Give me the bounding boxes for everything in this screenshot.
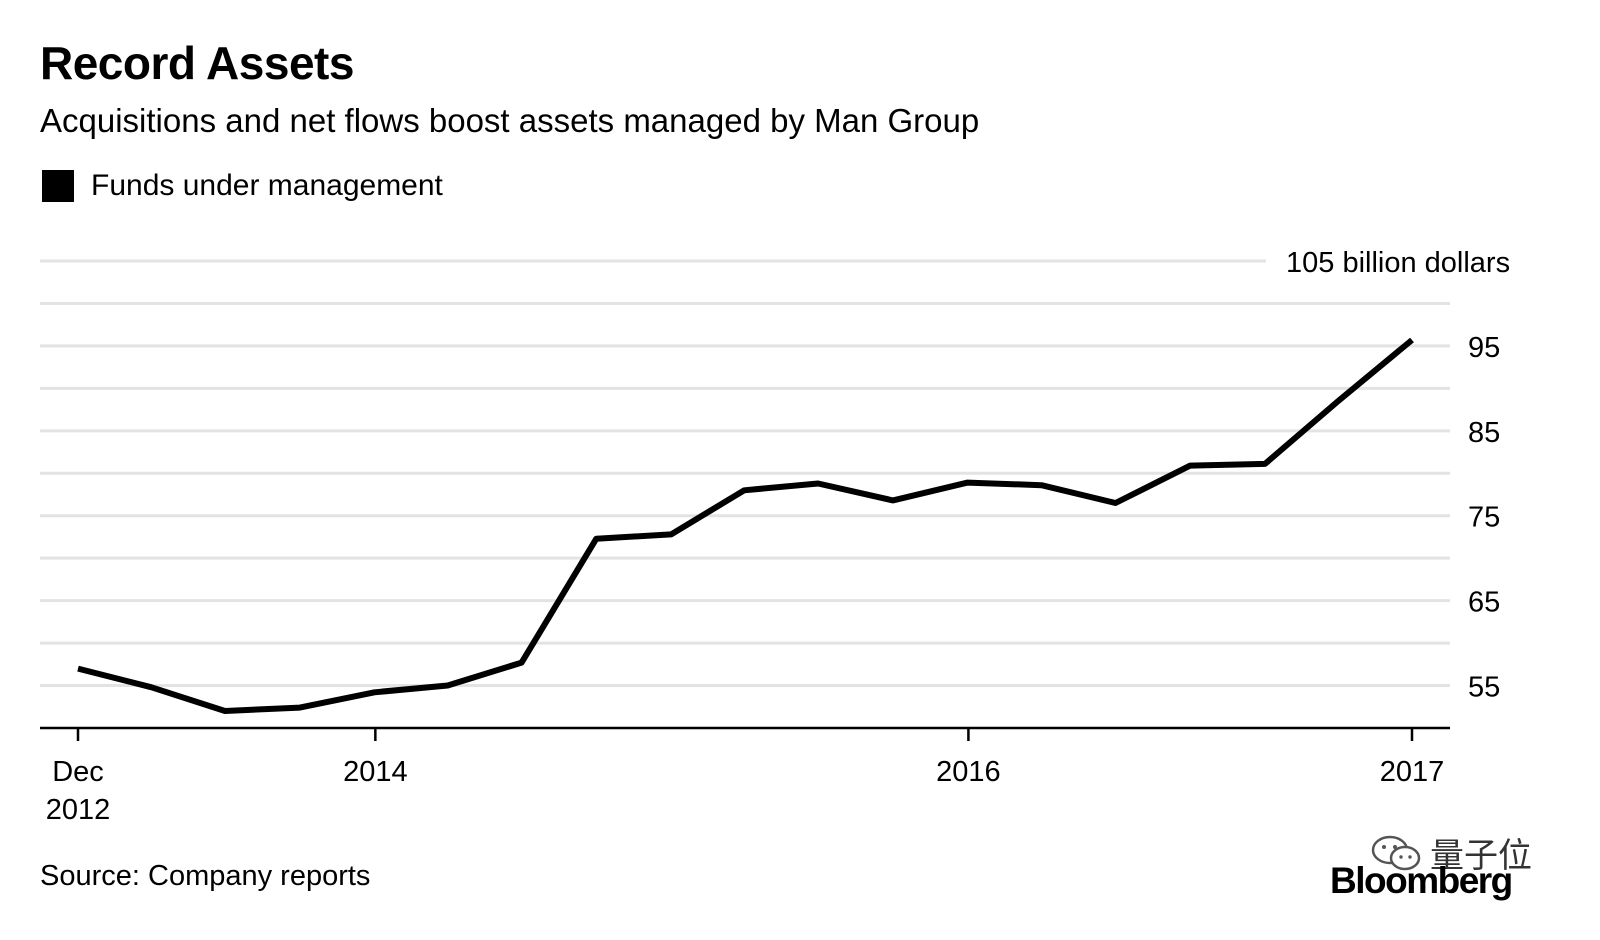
x-axis [40, 726, 1450, 741]
grid-lines [40, 259, 1450, 688]
source-note: Source: Company reports [40, 860, 371, 892]
tick-labels: 105 billion dollars 95 85 75 65 55 Dec 2012 2014… [46, 247, 1510, 826]
watermark: 量子位 [1368, 828, 1532, 877]
watermark-text: 量子位 [1430, 836, 1532, 876]
x-tick-label: 2017 [1380, 756, 1445, 788]
legend: Funds under management [42, 168, 443, 204]
series-layer [77, 337, 1414, 714]
y-tick-label: 55 [1468, 672, 1500, 704]
legend-swatch [42, 170, 74, 202]
x-tick-label: Dec [52, 756, 104, 788]
y-tick-label: 85 [1468, 417, 1500, 449]
x-tick-label: 2014 [343, 756, 408, 788]
chart-subtitle: Acquisitions and net flows boost assets … [40, 102, 980, 139]
bloomberg-logo: Bloomberg [1330, 860, 1513, 901]
wechat-icon [1371, 835, 1421, 870]
y-axis-unit-label: 105 billion dollars [1286, 247, 1510, 279]
x-tick-label: 2016 [936, 756, 1001, 788]
series-line-funds-under-management [77, 337, 1414, 714]
y-tick-label: 75 [1468, 502, 1500, 534]
y-tick-label: 65 [1468, 587, 1500, 619]
legend-label: Funds under management [91, 169, 443, 202]
chart-title: Record Assets [40, 37, 354, 89]
y-tick-label: 95 [1468, 332, 1500, 364]
x-tick-label: 2012 [46, 794, 111, 826]
